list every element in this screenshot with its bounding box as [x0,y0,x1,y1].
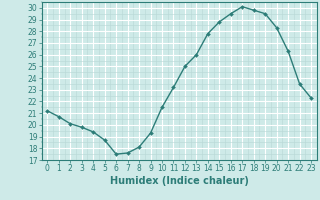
X-axis label: Humidex (Indice chaleur): Humidex (Indice chaleur) [110,176,249,186]
